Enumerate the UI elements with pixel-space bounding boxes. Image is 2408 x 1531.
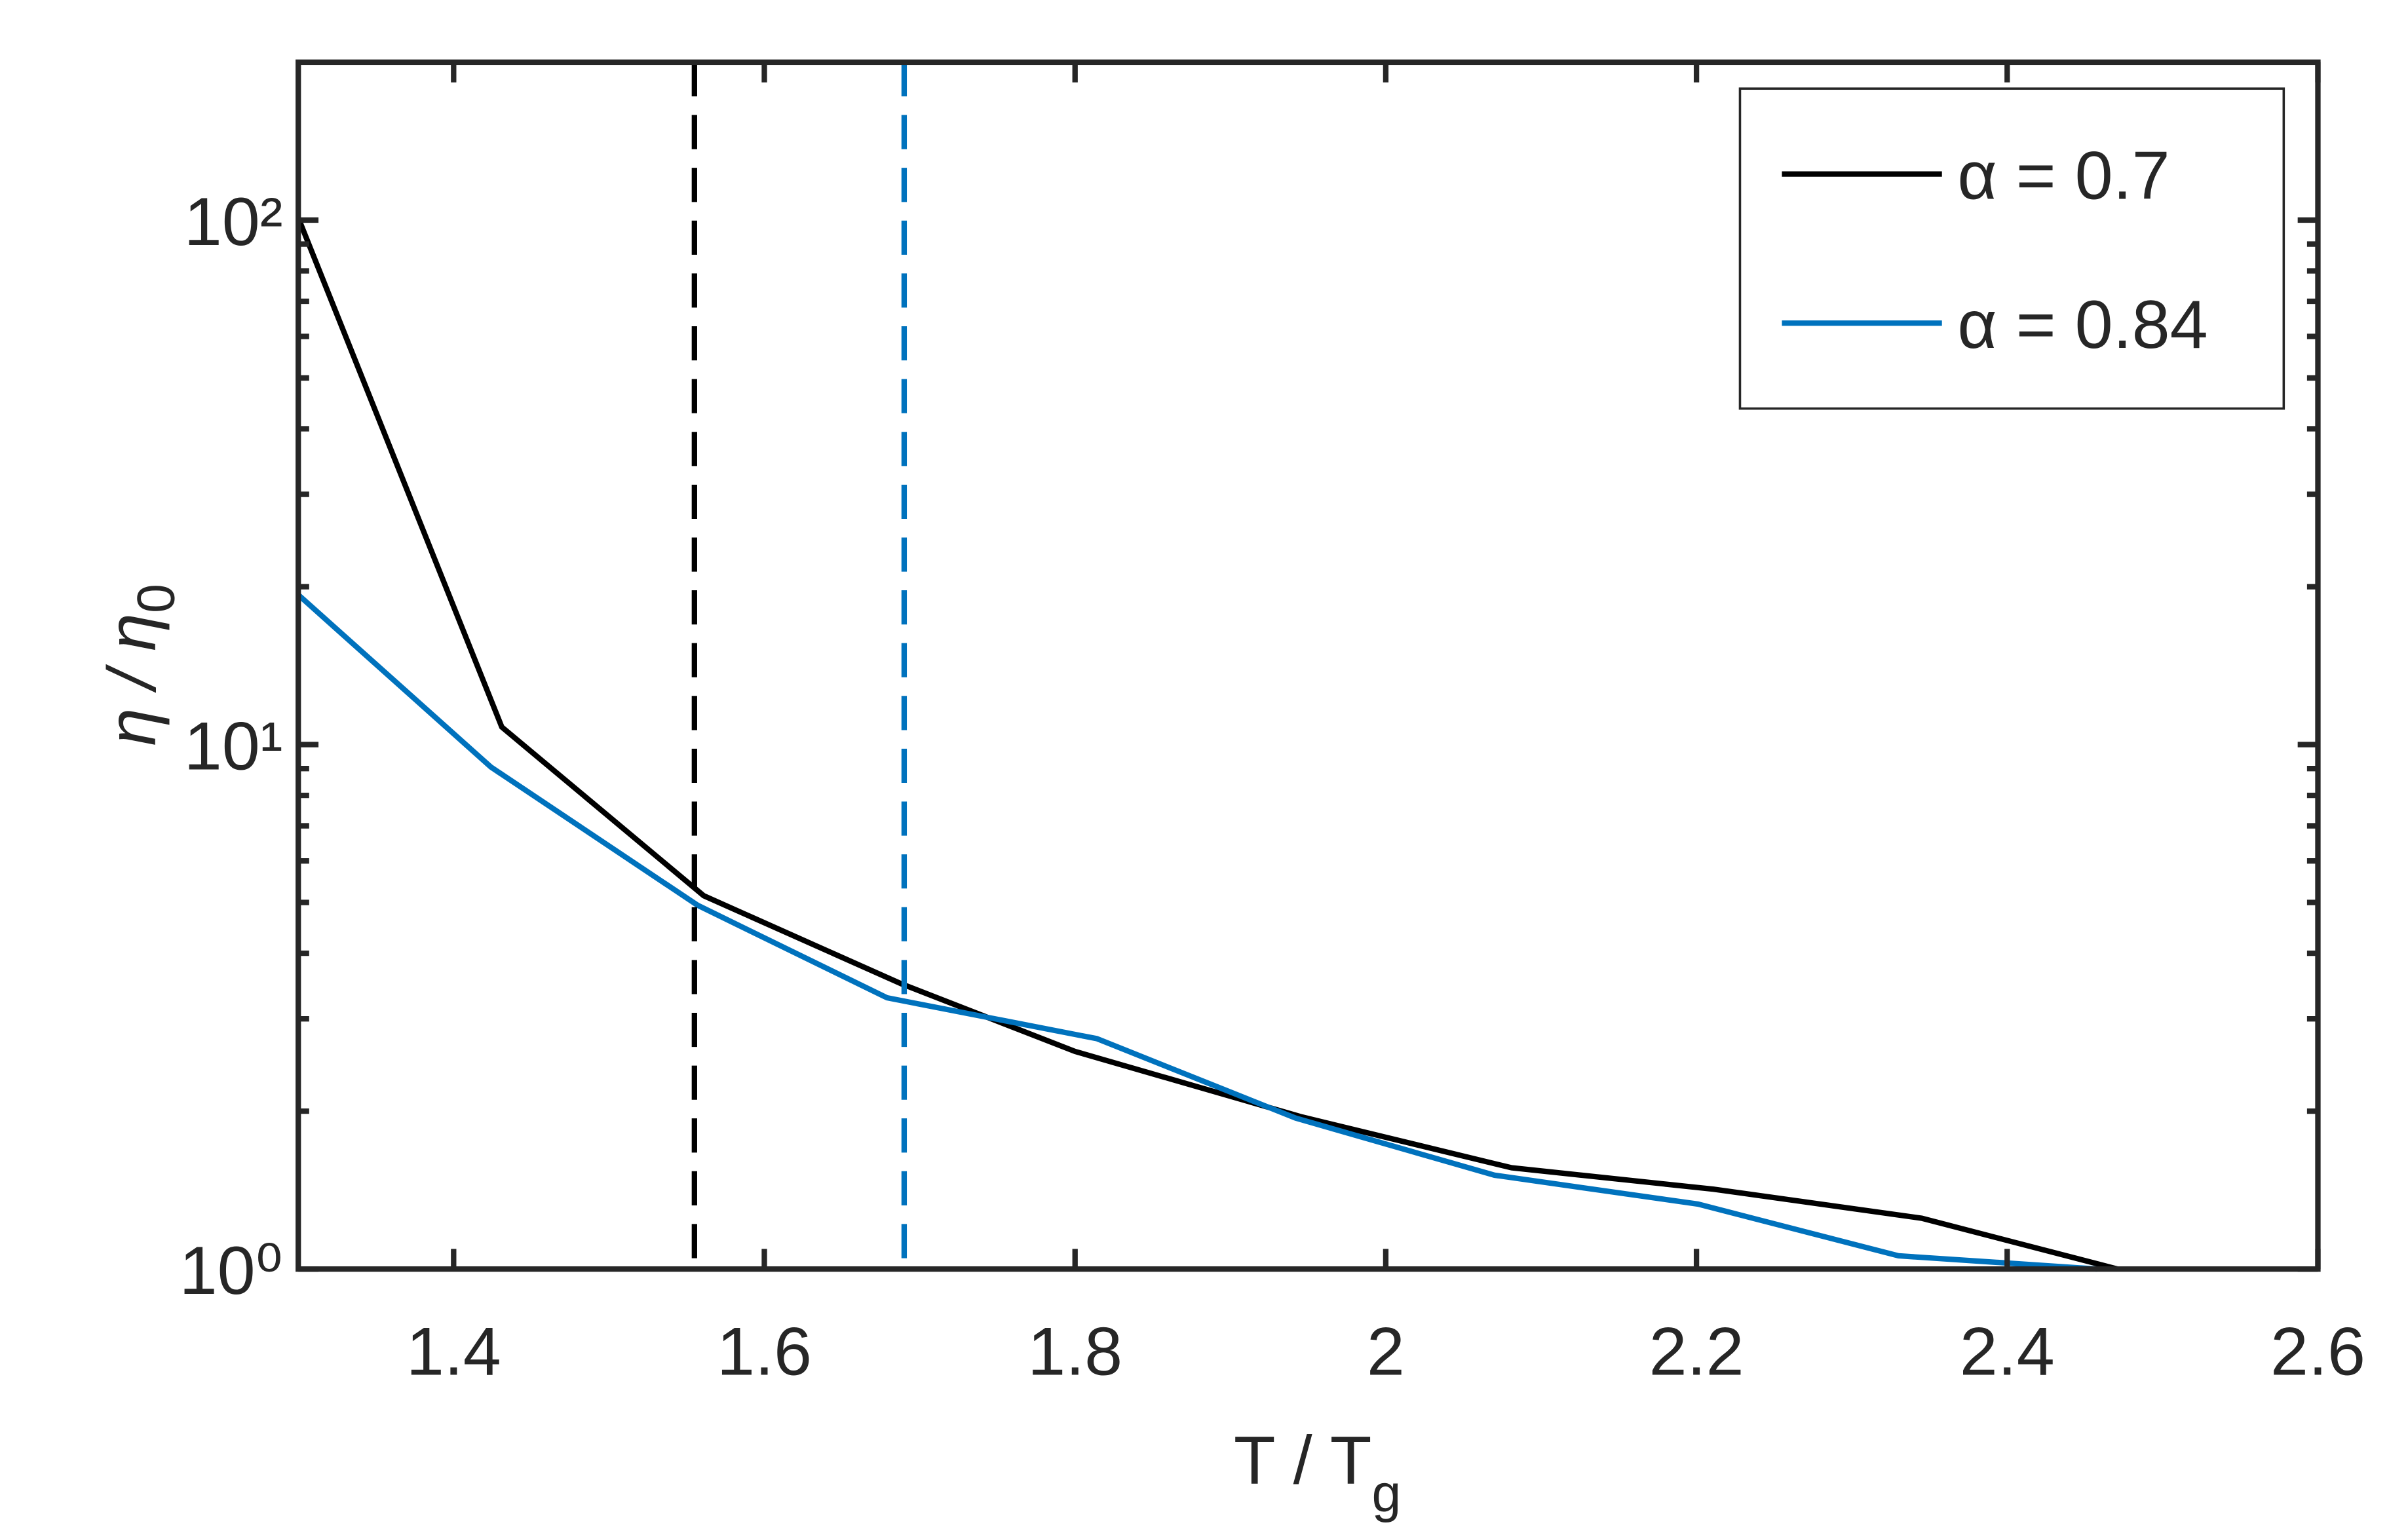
x-axis-label: T / Tg	[1234, 1422, 1401, 1523]
x-tick-label: 2.2	[1649, 1314, 1744, 1389]
x-tick-label: 2.6	[2270, 1314, 2365, 1389]
x-tick-label: 1.4	[406, 1314, 501, 1389]
y-tick-label: 10⁰	[180, 1233, 283, 1309]
x-axis-label-sub: g	[1371, 1464, 1401, 1523]
y-tick-label: 10²	[184, 184, 283, 260]
x-tick-label: 1.8	[1027, 1314, 1122, 1389]
x-tick-label: 2.4	[1960, 1314, 2055, 1389]
data-line	[296, 592, 2098, 1272]
x-axis-label-main: T / T	[1234, 1422, 1372, 1498]
x-tick-label: 1.6	[717, 1314, 812, 1389]
legend: α = 0.7 α = 0.84	[1738, 87, 2285, 410]
y-tick-label: 10¹	[184, 708, 283, 784]
axes-box	[296, 59, 2321, 1272]
legend-box	[1738, 87, 2285, 410]
data-line	[296, 216, 2118, 1272]
legend-label: α = 0.7	[1957, 138, 2169, 214]
x-tick-label: 2	[1367, 1314, 1405, 1389]
y-axis-label: η / η0	[94, 584, 185, 746]
y-axis-label-main: η / η	[94, 613, 170, 746]
legend-label: α = 0.84	[1957, 287, 2207, 363]
y-axis-label-sub: 0	[127, 584, 186, 613]
